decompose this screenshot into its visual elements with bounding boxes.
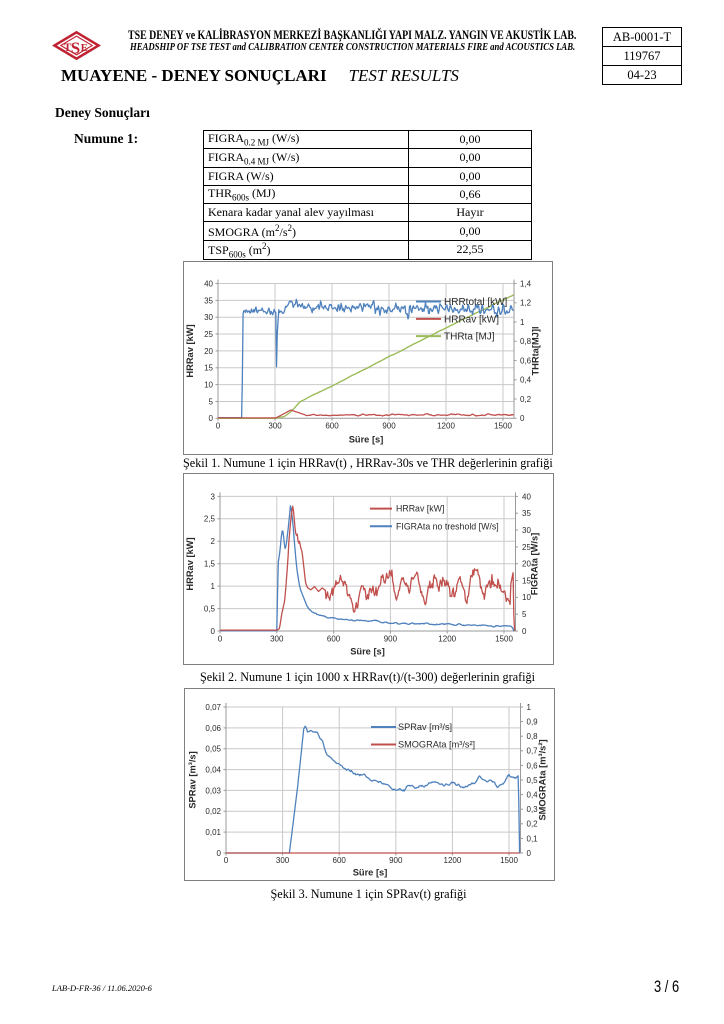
svg-text:0,8: 0,8 (520, 337, 532, 346)
svg-text:0,03: 0,03 (205, 786, 221, 795)
svg-text:1: 1 (520, 318, 525, 327)
svg-text:900: 900 (382, 422, 396, 431)
svg-text:900: 900 (384, 634, 398, 643)
svg-text:0: 0 (217, 849, 222, 858)
svg-text:0,7: 0,7 (527, 747, 539, 756)
svg-text:5: 5 (522, 610, 527, 619)
svg-text:HRRav [kW]: HRRav [kW] (185, 537, 195, 590)
svg-text:0,04: 0,04 (205, 766, 221, 775)
svg-text:1200: 1200 (437, 422, 455, 431)
svg-text:0,6: 0,6 (527, 761, 539, 770)
svg-text:0: 0 (527, 849, 532, 858)
svg-text:1,4: 1,4 (520, 279, 532, 288)
svg-text:0: 0 (218, 634, 223, 643)
svg-text:0,5: 0,5 (527, 776, 539, 785)
svg-text:0: 0 (224, 856, 229, 865)
svg-text:0,06: 0,06 (205, 724, 221, 733)
svg-text:SMOGRAta [m³/s²]: SMOGRAta [m³/s²] (398, 740, 475, 750)
svg-text:FIGRAta [W/s]: FIGRAta [W/s] (530, 533, 540, 596)
svg-text:0,8: 0,8 (527, 732, 539, 741)
svg-text:1,2: 1,2 (520, 299, 532, 308)
svg-text:S: S (71, 38, 80, 57)
svg-text:600: 600 (327, 634, 341, 643)
svg-text:T: T (64, 42, 72, 54)
svg-text:0,1: 0,1 (527, 834, 539, 843)
svg-text:35: 35 (522, 509, 531, 518)
svg-text:1: 1 (527, 703, 532, 712)
svg-text:600: 600 (325, 422, 339, 431)
svg-text:1500: 1500 (500, 856, 518, 865)
svg-text:1500: 1500 (495, 634, 513, 643)
svg-text:0,4: 0,4 (527, 791, 539, 800)
svg-text:0: 0 (520, 414, 525, 423)
svg-text:HRRav [kW]: HRRav [kW] (396, 504, 444, 514)
svg-text:HRRtotal [kW]: HRRtotal [kW] (444, 297, 508, 308)
svg-text:0: 0 (211, 627, 216, 636)
svg-text:20: 20 (522, 560, 531, 569)
svg-text:40: 40 (204, 279, 213, 288)
svg-text:1500: 1500 (494, 422, 512, 431)
svg-text:40: 40 (522, 492, 531, 501)
svg-text:30: 30 (204, 313, 213, 322)
svg-text:FIGRAta no treshold [W/s]: FIGRAta no treshold [W/s] (396, 521, 499, 531)
svg-text:0: 0 (522, 627, 527, 636)
svg-text:0,02: 0,02 (205, 807, 221, 816)
svg-text:0,9: 0,9 (527, 718, 539, 727)
svg-text:3: 3 (211, 492, 216, 501)
svg-text:0,2: 0,2 (527, 820, 539, 829)
svg-text:15: 15 (522, 576, 531, 585)
svg-text:0,4: 0,4 (520, 376, 532, 385)
svg-text:0: 0 (209, 414, 214, 423)
svg-text:0,6: 0,6 (520, 356, 532, 365)
svg-text:2,5: 2,5 (204, 515, 216, 524)
svg-text:30: 30 (522, 526, 531, 535)
svg-text:15: 15 (204, 364, 213, 373)
svg-text:2: 2 (211, 537, 216, 546)
svg-text:0,3: 0,3 (527, 805, 539, 814)
svg-text:SPRav [m³/s]: SPRav [m³/s] (398, 722, 452, 732)
svg-text:1200: 1200 (438, 634, 456, 643)
svg-text:Süre [s]: Süre [s] (349, 434, 384, 444)
svg-text:0,05: 0,05 (205, 745, 221, 754)
svg-text:600: 600 (333, 856, 347, 865)
svg-text:0,2: 0,2 (520, 395, 532, 404)
svg-text:20: 20 (204, 347, 213, 356)
svg-text:35: 35 (204, 296, 213, 305)
svg-text:300: 300 (276, 856, 290, 865)
svg-text:THRta [MJ]: THRta [MJ] (444, 332, 495, 343)
svg-text:Süre [s]: Süre [s] (353, 867, 388, 877)
svg-text:25: 25 (522, 543, 531, 552)
svg-text:25: 25 (204, 330, 213, 339)
svg-text:900: 900 (389, 856, 403, 865)
svg-text:0: 0 (216, 422, 221, 431)
svg-text:SMOGRAta [m³/s²]: SMOGRAta [m³/s²] (538, 739, 548, 820)
svg-text:1,5: 1,5 (204, 560, 216, 569)
svg-text:0,5: 0,5 (204, 605, 216, 614)
svg-text:0,07: 0,07 (205, 703, 221, 712)
svg-text:300: 300 (268, 422, 282, 431)
svg-text:E: E (81, 43, 88, 54)
svg-text:300: 300 (270, 634, 284, 643)
svg-text:Süre [s]: Süre [s] (350, 646, 385, 656)
svg-text:10: 10 (522, 593, 531, 602)
svg-text:THRta[MJ]l: THRta[MJ]l (531, 326, 541, 375)
svg-text:5: 5 (209, 397, 214, 406)
svg-text:1200: 1200 (444, 856, 462, 865)
svg-text:HRRav [kW]: HRRav [kW] (185, 324, 195, 377)
svg-text:SPRav [m³/s]: SPRav [m³/s] (188, 751, 198, 808)
svg-text:HRRav [kW]: HRRav [kW] (444, 314, 499, 325)
svg-text:0,01: 0,01 (205, 828, 221, 837)
svg-text:10: 10 (204, 381, 213, 390)
svg-text:1: 1 (211, 582, 216, 591)
